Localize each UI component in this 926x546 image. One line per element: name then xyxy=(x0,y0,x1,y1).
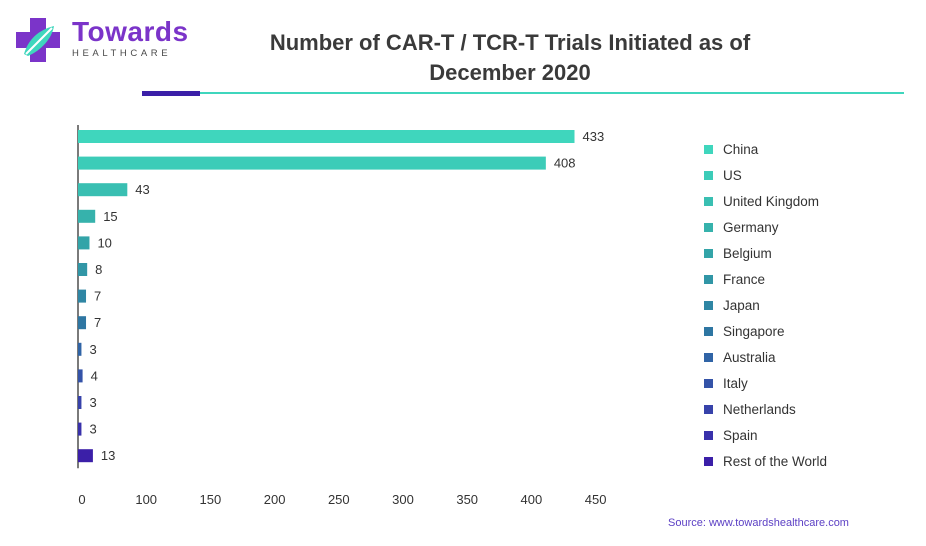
data-label: 8 xyxy=(95,262,102,277)
bar-germany xyxy=(78,209,96,223)
legend-item: Belgium xyxy=(704,240,827,266)
legend-item: China xyxy=(704,136,827,162)
legend-item: United Kingdom xyxy=(704,188,827,214)
title-line-1: Number of CAR-T / TCR-T Trials Initiated… xyxy=(269,30,751,55)
legend-swatch xyxy=(704,248,713,258)
chart-legend: China US United Kingdom Germany Belgium Franc… xyxy=(704,136,827,474)
title-divider-accent xyxy=(142,91,200,96)
bar-us xyxy=(78,156,546,170)
bar-rest-of-the-world xyxy=(78,449,93,463)
legend-item: Germany xyxy=(704,214,827,240)
legend-swatch xyxy=(704,196,713,206)
legend-swatch xyxy=(704,274,713,284)
x-tick-label: 350 xyxy=(456,492,478,507)
legend-item: Rest of the World xyxy=(704,448,827,474)
data-label: 433 xyxy=(583,129,605,144)
page-title: Number of CAR-T / TCR-T Trials Initiated… xyxy=(230,28,790,88)
data-label: 408 xyxy=(554,156,576,171)
legend-label: Rest of the World xyxy=(723,453,828,469)
bar-australia xyxy=(78,342,82,356)
data-label: 7 xyxy=(94,289,101,304)
logo-subtitle: HEALTHCARE xyxy=(72,48,172,59)
legend-swatch xyxy=(704,300,713,310)
legend-label: China xyxy=(723,141,759,157)
data-label: 3 xyxy=(89,342,96,357)
source-citation: Source: www.towardshealthcare.com xyxy=(668,517,849,529)
x-tick-label: 300 xyxy=(392,492,414,507)
legend-swatch xyxy=(704,378,713,388)
legend-item: Italy xyxy=(704,370,827,396)
x-tick-label: 150 xyxy=(200,492,222,507)
x-tick-label: 0 xyxy=(78,492,85,507)
x-tick-label: 400 xyxy=(521,492,543,507)
x-tick-label: 250 xyxy=(328,492,350,507)
legend-swatch xyxy=(704,404,713,414)
data-label: 7 xyxy=(94,315,101,330)
legend-swatch xyxy=(704,456,713,466)
legend-swatch xyxy=(704,430,713,440)
legend-label: Belgium xyxy=(723,245,772,261)
legend-label: France xyxy=(723,271,766,287)
legend-swatch xyxy=(704,352,713,362)
legend-label: Japan xyxy=(723,297,760,313)
bar-belgium xyxy=(78,236,90,250)
title-divider-line xyxy=(200,92,904,94)
legend-item: Singapore xyxy=(704,318,827,344)
legend-label: Spain xyxy=(723,427,758,443)
legend-item: Australia xyxy=(704,344,827,370)
x-tick-label: 200 xyxy=(264,492,286,507)
x-tick-label: 450 xyxy=(585,492,607,507)
legend-item: Netherlands xyxy=(704,396,827,422)
legend-swatch xyxy=(704,222,713,232)
title-line-2: December 2020 xyxy=(429,60,591,85)
bar-spain xyxy=(78,422,82,436)
bar-china xyxy=(78,130,575,143)
data-label: 13 xyxy=(101,448,115,463)
legend-label: United Kingdom xyxy=(723,193,820,209)
logo-name: Towards xyxy=(72,16,189,47)
legend-item: Spain xyxy=(704,422,827,448)
data-label: 43 xyxy=(135,182,149,197)
bar-netherlands xyxy=(78,396,82,409)
logo: Towards HEALTHCARE xyxy=(14,14,188,66)
legend-swatch xyxy=(704,144,713,154)
legend-item: France xyxy=(704,266,827,292)
legend-label: Italy xyxy=(723,375,748,391)
bar-japan xyxy=(78,289,87,303)
bar-italy xyxy=(78,369,83,383)
data-label: 10 xyxy=(97,235,111,250)
data-label: 4 xyxy=(91,368,98,383)
data-label: 3 xyxy=(89,422,96,437)
bar-united-kingdom xyxy=(78,183,128,197)
bar-singapore xyxy=(78,316,87,330)
legend-label: Netherlands xyxy=(723,401,796,417)
legend-label: US xyxy=(723,167,742,183)
data-label: 3 xyxy=(89,395,96,410)
legend-label: Australia xyxy=(723,349,776,365)
legend-swatch xyxy=(704,170,713,180)
bar-france xyxy=(78,263,88,276)
data-label: 15 xyxy=(103,209,117,224)
medical-cross-icon xyxy=(16,18,60,62)
legend-item: Japan xyxy=(704,292,827,318)
x-tick-label: 100 xyxy=(135,492,157,507)
legend-swatch xyxy=(704,326,713,336)
legend-item: US xyxy=(704,162,827,188)
legend-label: Singapore xyxy=(723,323,785,339)
legend-label: Germany xyxy=(723,219,779,235)
